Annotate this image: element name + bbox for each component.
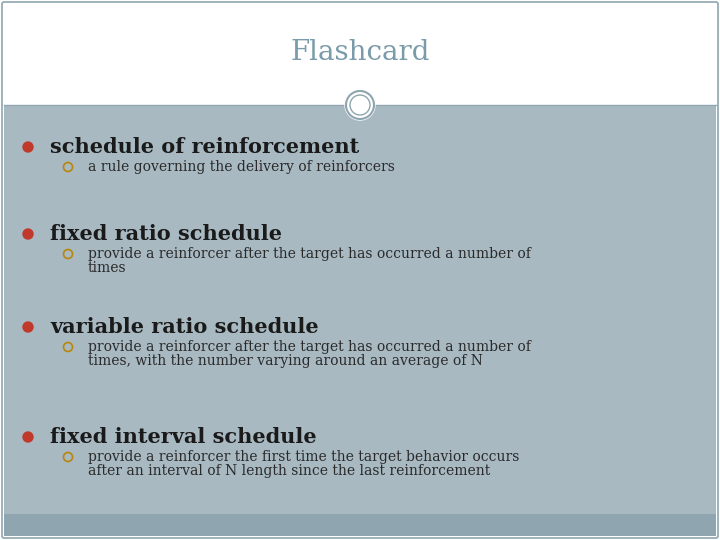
- Text: schedule of reinforcement: schedule of reinforcement: [50, 137, 359, 157]
- FancyBboxPatch shape: [4, 105, 716, 518]
- Text: provide a reinforcer the first time the target behavior occurs: provide a reinforcer the first time the …: [88, 450, 519, 464]
- Circle shape: [23, 229, 33, 239]
- Text: Flashcard: Flashcard: [290, 39, 430, 66]
- Text: times, with the number varying around an average of N: times, with the number varying around an…: [88, 354, 483, 368]
- Text: provide a reinforcer after the target has occurred a number of: provide a reinforcer after the target ha…: [88, 247, 531, 261]
- Text: fixed ratio schedule: fixed ratio schedule: [50, 224, 282, 244]
- Circle shape: [23, 322, 33, 332]
- Text: provide a reinforcer after the target has occurred a number of: provide a reinforcer after the target ha…: [88, 340, 531, 354]
- Text: fixed interval schedule: fixed interval schedule: [50, 427, 317, 447]
- Text: a rule governing the delivery of reinforcers: a rule governing the delivery of reinfor…: [88, 160, 395, 174]
- Text: variable ratio schedule: variable ratio schedule: [50, 317, 319, 337]
- Circle shape: [23, 142, 33, 152]
- Text: times: times: [88, 261, 127, 275]
- FancyBboxPatch shape: [4, 514, 716, 536]
- Circle shape: [345, 90, 375, 120]
- Text: after an interval of N length since the last reinforcement: after an interval of N length since the …: [88, 464, 490, 478]
- Circle shape: [23, 432, 33, 442]
